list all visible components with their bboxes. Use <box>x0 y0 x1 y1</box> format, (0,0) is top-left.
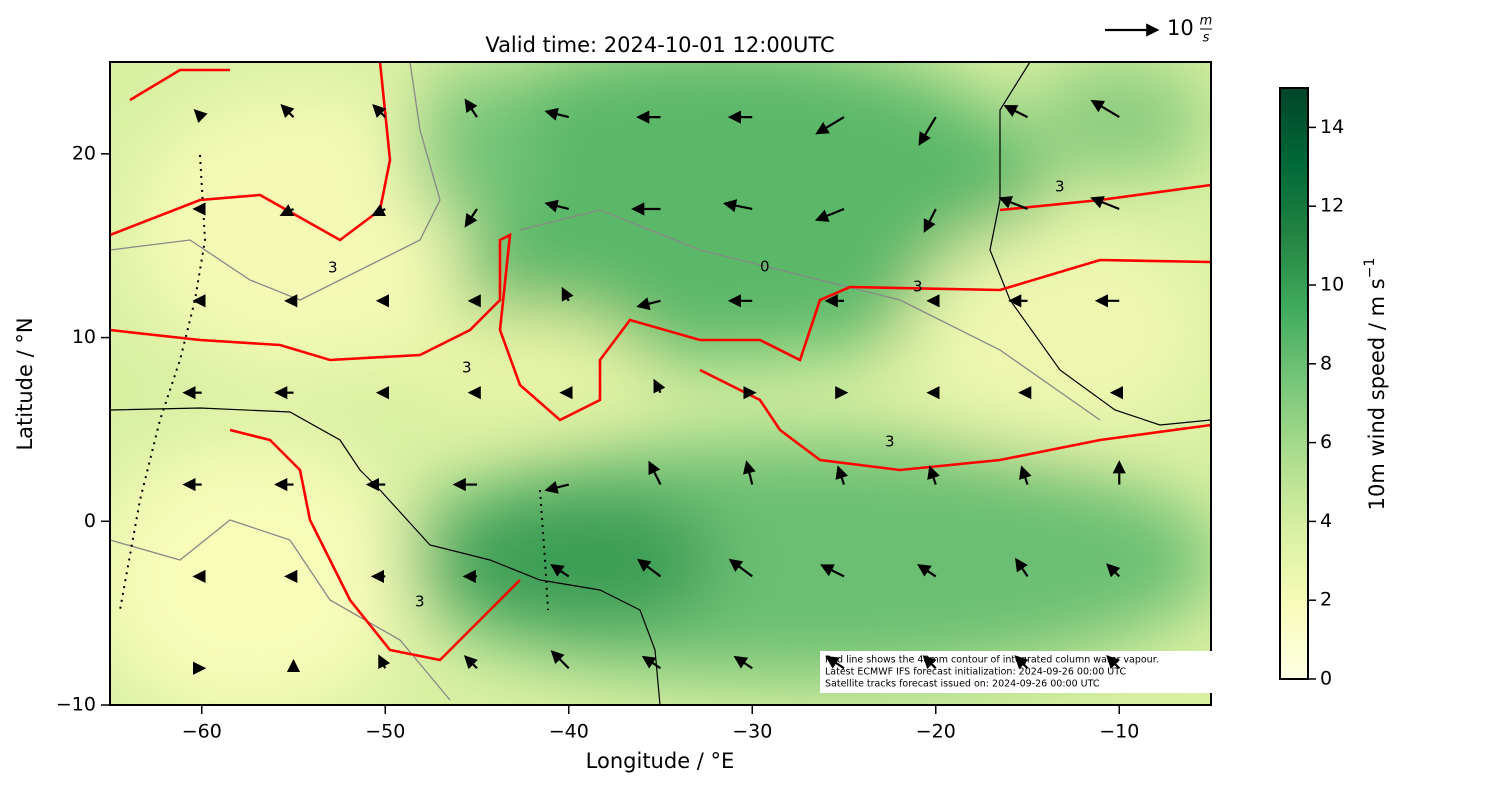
chart-title: Valid time: 2024-10-01 12:00UTC <box>485 33 834 57</box>
annotation-box: Red line shows the 48mm contour of integ… <box>820 651 1212 693</box>
wind-arrow <box>825 655 845 670</box>
contour-label: 3 <box>1055 178 1065 196</box>
colorbar-tick-label: 12 <box>1320 195 1344 217</box>
wind-arrow <box>550 563 570 578</box>
wind-arrow <box>998 196 1028 210</box>
wind-arrow <box>742 460 756 485</box>
wind-arrow <box>371 204 387 216</box>
wind-arrow <box>544 199 570 213</box>
plot-frame <box>109 61 1212 706</box>
wind-arrow <box>641 655 662 670</box>
x-tick-label: −40 <box>549 721 589 743</box>
colorbar-tick-label: 8 <box>1320 352 1332 374</box>
wind-arrow <box>544 107 570 121</box>
y-axis-label: Latitude / °N <box>13 317 37 450</box>
wind-arrow <box>917 563 937 578</box>
wind-arrow <box>464 208 478 228</box>
wind-arrow <box>378 654 391 670</box>
wind-arrow <box>561 286 574 302</box>
quiver-key-unit-den: s <box>1203 31 1210 46</box>
y-tick-label: 20 <box>72 142 96 164</box>
wind-arrow <box>835 465 849 485</box>
wind-arrow <box>653 378 666 394</box>
annotation-line: Satellite tracks forecast issued on: 202… <box>825 679 1100 690</box>
wind-arrow <box>733 655 753 670</box>
wind-arrow <box>728 558 753 578</box>
contour-label: 3 <box>415 593 425 611</box>
wind-arrow <box>722 199 753 213</box>
colorbar <box>1279 87 1309 680</box>
wind-arrow <box>814 207 845 222</box>
y-tick-label: 0 <box>84 510 96 532</box>
x-tick-label: −60 <box>182 721 222 743</box>
wind-arrow <box>927 465 940 485</box>
wind-arrow <box>1003 105 1028 119</box>
contour-label: 3 <box>462 359 472 377</box>
quiver-key-unit-num: m <box>1200 14 1213 29</box>
wind-arrow <box>372 104 387 119</box>
wind-arrow <box>193 109 208 124</box>
colorbar-label-exponent: −1 <box>1362 258 1378 279</box>
wind-arrow <box>636 558 662 578</box>
x-axis-label: Longitude / °E <box>586 749 735 773</box>
colorbar-tick-label: 14 <box>1320 116 1344 138</box>
colorbar-label-text: 10m wind speed / m s <box>1365 278 1389 510</box>
x-tick-label: −50 <box>365 721 405 743</box>
colorbar-tick-label: 6 <box>1320 431 1332 453</box>
contour-labels: 3 3 3 3 3 3 0 <box>328 178 1065 611</box>
wind-arrow <box>280 104 295 119</box>
colorbar-tick-label: 10 <box>1320 274 1344 296</box>
wind-arrow <box>1014 655 1029 670</box>
annotation-line: Latest ECMWF IFS forecast initialization… <box>825 667 1126 678</box>
y-tick-label: 10 <box>72 326 96 348</box>
wind-arrow <box>918 116 937 146</box>
wind-arrow <box>923 208 937 233</box>
contour-label: 3 <box>328 259 338 277</box>
wind-arrow <box>1106 655 1121 670</box>
gray-contour-label: 0 <box>760 258 770 276</box>
wind-arrow <box>279 204 295 216</box>
wind-arrow <box>815 116 845 135</box>
x-tick-label: −10 <box>1099 721 1139 743</box>
quiver-key-label: 10 <box>1167 16 1194 40</box>
contour-label: 3 <box>885 433 895 451</box>
wind-arrow <box>922 655 937 670</box>
contour-label: 3 <box>913 278 923 296</box>
colorbar-tick-label: 4 <box>1320 510 1332 532</box>
colorbar-tick-label: 2 <box>1320 589 1332 611</box>
wind-arrow <box>544 481 570 494</box>
wind-arrow <box>1090 196 1120 210</box>
wind-arrow <box>1106 563 1121 578</box>
wind-arrow <box>820 564 845 578</box>
wind-arrow <box>1019 465 1032 485</box>
x-tick-label: −20 <box>916 721 956 743</box>
wind-arrow <box>464 98 478 118</box>
annotation-line: Red line shows the 48mm contour of integ… <box>825 655 1159 666</box>
wind-arrow <box>463 655 478 670</box>
wind-arrow <box>550 650 570 670</box>
wind-arrow <box>648 460 662 486</box>
colorbar-tick-label: 0 <box>1320 668 1332 690</box>
wind-arrow <box>1015 557 1029 578</box>
wind-arrow <box>636 297 661 311</box>
x-tick-label: −30 <box>732 721 772 743</box>
colorbar-label: 10m wind speed / m s−1 <box>1362 258 1389 511</box>
wind-arrow <box>1090 99 1120 119</box>
field <box>110 62 1211 705</box>
y-tick-label: −10 <box>56 694 96 716</box>
